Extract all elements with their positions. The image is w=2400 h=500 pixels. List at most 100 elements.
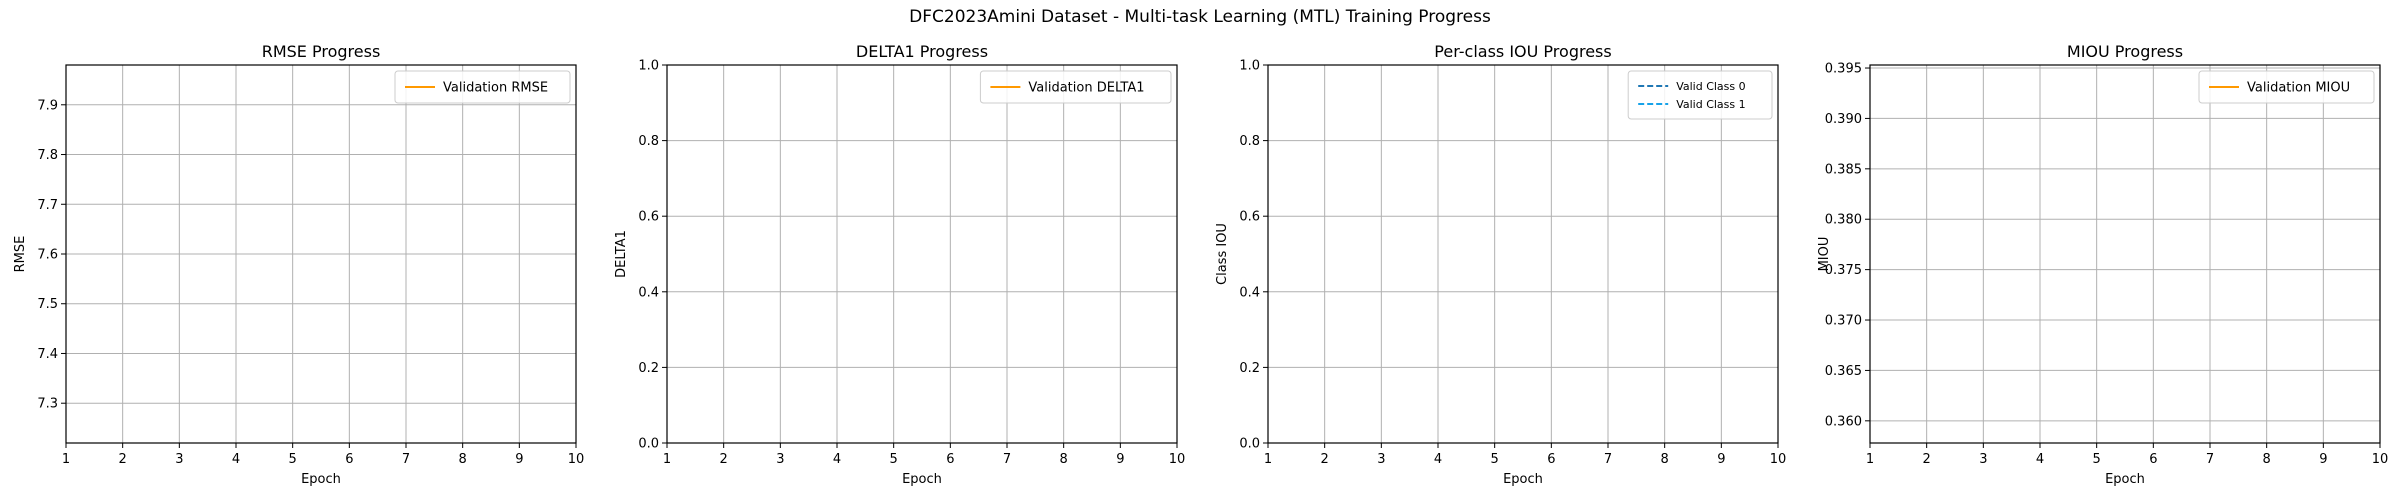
x-tick-label: 4 bbox=[2036, 452, 2044, 467]
y-tick-label: 0.360 bbox=[1825, 414, 1862, 429]
plot-area bbox=[1870, 65, 2380, 443]
x-tick-label: 1 bbox=[62, 452, 70, 467]
legend: Validation RMSE bbox=[394, 70, 571, 104]
y-tick-label: 0.0 bbox=[1239, 437, 1260, 452]
x-tick-label: 7 bbox=[402, 452, 410, 467]
x-tick-label: 5 bbox=[289, 452, 297, 467]
x-tick-label: 6 bbox=[345, 452, 353, 467]
legend-box bbox=[1627, 70, 1773, 120]
chart-panel-3: 1 2 3 4 5 6 7 8 9 10 0.0 0.2 0.4 0.6 0.8 1.0 Per-class I… bbox=[1215, 42, 1786, 487]
x-tick-label: 2 bbox=[720, 452, 728, 467]
legend-label: Valid Class 0 bbox=[1676, 80, 1745, 93]
y-axis-label: RMSE bbox=[13, 236, 28, 273]
y-tick-label: 0.4 bbox=[638, 285, 659, 300]
x-axis-label: Epoch bbox=[902, 472, 942, 487]
axes-frame bbox=[666, 64, 1178, 444]
x-tick-label: 6 bbox=[946, 452, 954, 467]
x-tick-label: 7 bbox=[2206, 452, 2214, 467]
y-tick-label: 0.8 bbox=[638, 134, 659, 149]
y-tick-label: 0.6 bbox=[638, 210, 659, 225]
y-tick-label: 0.0 bbox=[638, 437, 659, 452]
x-tick-label: 3 bbox=[776, 452, 784, 467]
chart-title: DELTA1 Progress bbox=[856, 42, 988, 61]
x-tick-label: 2 bbox=[1321, 452, 1329, 467]
y-tick-label: 0.395 bbox=[1825, 62, 1862, 77]
y-axis-label: Class IOU bbox=[1215, 223, 1230, 285]
x-tick-label: 10 bbox=[1770, 452, 1787, 467]
plot-area bbox=[667, 65, 1177, 443]
x-tick-label: 5 bbox=[890, 452, 898, 467]
legend-label: Valid Class 1 bbox=[1676, 98, 1745, 111]
x-tick-label: 8 bbox=[1661, 452, 1669, 467]
y-tick-label: 0.6 bbox=[1239, 210, 1260, 225]
x-tick-label: 8 bbox=[2263, 452, 2271, 467]
y-tick-label: 7.9 bbox=[37, 98, 58, 113]
x-tick-label: 3 bbox=[1377, 452, 1385, 467]
chart-title: RMSE Progress bbox=[262, 42, 381, 61]
chart-panel-2: 1 2 3 4 5 6 7 8 9 10 0.0 0.2 0.4 0.6 0.8 1.0 DELTA1 Prog… bbox=[614, 42, 1185, 487]
x-axis-label: Epoch bbox=[1503, 472, 1543, 487]
x-tick-label: 1 bbox=[663, 452, 671, 467]
x-tick-label: 2 bbox=[119, 452, 127, 467]
x-axis-label: Epoch bbox=[2105, 472, 2145, 487]
legend-box bbox=[2198, 70, 2375, 104]
x-tick-label: 4 bbox=[833, 452, 841, 467]
x-tick-label: 8 bbox=[459, 452, 467, 467]
chart-panel-1: 1 2 3 4 5 6 7 8 9 10 7.3 7.4 7.5 7.6 7.7 7.8 7.9 RMSE Pro… bbox=[13, 42, 584, 487]
x-tick-label: 10 bbox=[568, 452, 585, 467]
chart-panels: 1 2 3 4 5 6 7 8 9 10 7.3 7.4 7.5 7.6 7.7 7.8 7.9 RMSE Pro… bbox=[13, 42, 2388, 487]
legend-label: Validation MIOU bbox=[2247, 81, 2350, 96]
legend-label: Validation RMSE bbox=[443, 81, 548, 96]
x-tick-label: 1 bbox=[1866, 452, 1874, 467]
x-tick-label: 6 bbox=[2149, 452, 2157, 467]
y-tick-label: 7.3 bbox=[37, 397, 58, 412]
y-axis-label: DELTA1 bbox=[614, 230, 629, 278]
x-tick-label: 5 bbox=[1491, 452, 1499, 467]
x-tick-label: 9 bbox=[1717, 452, 1725, 467]
legend-box bbox=[979, 70, 1172, 104]
y-tick-label: 0.385 bbox=[1825, 162, 1862, 177]
x-tick-label: 10 bbox=[2372, 452, 2389, 467]
y-tick-label: 0.365 bbox=[1825, 364, 1862, 379]
x-tick-label: 9 bbox=[1116, 452, 1124, 467]
x-tick-label: 7 bbox=[1604, 452, 1612, 467]
y-tick-label: 0.2 bbox=[1239, 361, 1260, 376]
y-tick-label: 7.6 bbox=[37, 248, 58, 263]
y-tick-label: 0.2 bbox=[638, 361, 659, 376]
y-tick-label: 0.390 bbox=[1825, 112, 1862, 127]
x-tick-label: 9 bbox=[2319, 452, 2327, 467]
y-axis-label: MIOU bbox=[1817, 237, 1832, 272]
y-tick-label: 1.0 bbox=[638, 59, 659, 74]
chart-title: MIOU Progress bbox=[2067, 42, 2183, 61]
plot-area bbox=[1268, 65, 1778, 443]
y-tick-label: 0.4 bbox=[1239, 285, 1260, 300]
y-tick-label: 7.7 bbox=[37, 198, 58, 213]
x-tick-label: 3 bbox=[175, 452, 183, 467]
y-tick-label: 0.370 bbox=[1825, 314, 1862, 329]
chart-panel-4: 1 2 3 4 5 6 7 8 9 10 0.360 0.365 0.370 0.375 0.380 0.38… bbox=[1817, 42, 2388, 487]
x-tick-label: 8 bbox=[1060, 452, 1068, 467]
chart-title: Per-class IOU Progress bbox=[1434, 42, 1611, 61]
x-tick-label: 10 bbox=[1169, 452, 1186, 467]
legend: Validation DELTA1 bbox=[979, 70, 1172, 104]
y-tick-label: 0.8 bbox=[1239, 134, 1260, 149]
y-tick-label: 7.8 bbox=[37, 148, 58, 163]
x-tick-label: 4 bbox=[1434, 452, 1442, 467]
legend-label: Validation DELTA1 bbox=[1028, 81, 1144, 96]
axes-frame bbox=[1869, 64, 2381, 444]
axes-frame bbox=[1267, 64, 1779, 444]
x-tick-label: 4 bbox=[232, 452, 240, 467]
y-tick-label: 1.0 bbox=[1239, 59, 1260, 74]
x-tick-label: 5 bbox=[2093, 452, 2101, 467]
x-axis-label: Epoch bbox=[301, 472, 341, 487]
y-tick-label: 7.4 bbox=[37, 347, 58, 362]
legend: Validation MIOU bbox=[2198, 70, 2375, 104]
x-tick-label: 2 bbox=[1923, 452, 1931, 467]
x-tick-label: 7 bbox=[1003, 452, 1011, 467]
x-tick-label: 9 bbox=[515, 452, 523, 467]
y-tick-label: 7.5 bbox=[37, 297, 58, 312]
x-tick-label: 1 bbox=[1264, 452, 1272, 467]
y-tick-label: 0.375 bbox=[1825, 263, 1862, 278]
x-tick-label: 6 bbox=[1547, 452, 1555, 467]
